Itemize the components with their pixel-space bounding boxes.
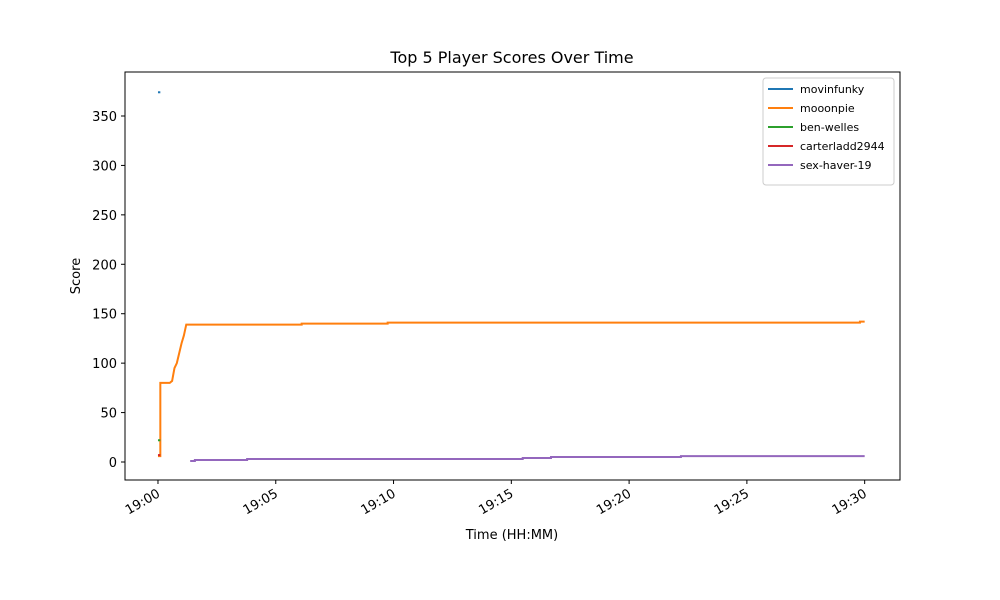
x-tick-label: 19:25 <box>712 486 752 518</box>
legend-label: sex-haver-19 <box>800 159 872 172</box>
series-line <box>157 320 865 458</box>
y-tick-label: 300 <box>92 159 117 174</box>
y-axis-label: Score <box>69 258 84 294</box>
series-line <box>190 455 865 463</box>
x-tick-label: 19:20 <box>594 486 634 518</box>
y-tick-label: 200 <box>92 258 117 273</box>
legend-label: mooonpie <box>800 102 855 115</box>
chart-title: Top 5 Player Scores Over Time <box>389 48 633 67</box>
x-tick-label: 19:30 <box>830 486 870 518</box>
y-tick-label: 350 <box>92 110 117 125</box>
legend-label: carterladd2944 <box>800 140 885 153</box>
plot-frame <box>124 71 901 481</box>
y-tick-label: 150 <box>92 308 117 323</box>
y-tick-label: 0 <box>109 456 117 471</box>
y-tick-label: 100 <box>92 357 117 372</box>
x-tick-label: 19:15 <box>476 486 516 518</box>
legend-label: ben-welles <box>800 121 859 134</box>
legend: movinfunky mooonpie ben-welles carterladd29… <box>762 77 895 186</box>
y-tick-label: 250 <box>92 209 117 224</box>
x-axis-label: Time (HH:MM) <box>465 528 558 543</box>
x-tick-label: 19:10 <box>359 486 399 518</box>
y-tick-label: 50 <box>100 407 117 422</box>
x-tick-label: 19:00 <box>123 486 163 518</box>
legend-box <box>762 77 895 186</box>
legend-label: movinfunky <box>800 83 865 96</box>
x-tick-label: 19:05 <box>241 486 281 518</box>
